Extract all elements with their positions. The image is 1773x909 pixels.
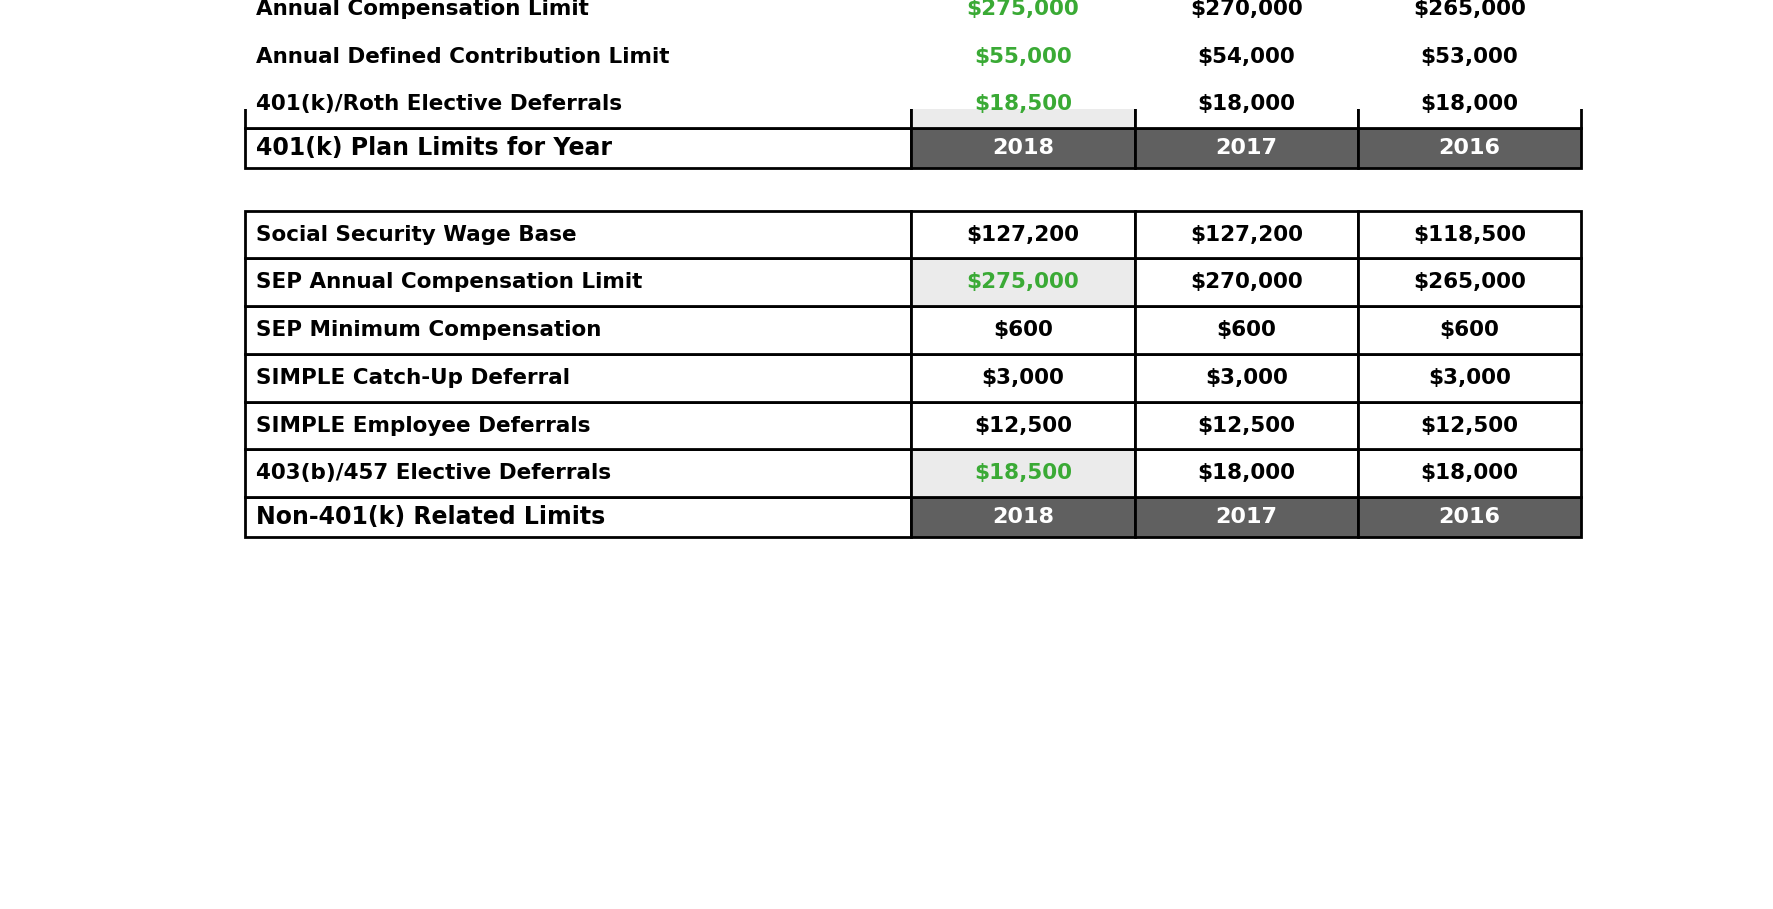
Bar — [245, 128, 911, 168]
Text: SEP Annual Compensation Limit: SEP Annual Compensation Limit — [255, 273, 642, 293]
Text: $3,000: $3,000 — [980, 368, 1064, 388]
Text: $118,500: $118,500 — [1413, 225, 1525, 245]
Text: Annual Compensation Limit: Annual Compensation Limit — [255, 0, 589, 19]
Bar — [1135, 128, 1356, 168]
Text: $18,500: $18,500 — [973, 95, 1071, 115]
Bar — [245, 306, 911, 354]
Bar — [911, 128, 1135, 168]
Text: $270,000: $270,000 — [1190, 273, 1301, 293]
Text: Annual Defined Contribution Limit: Annual Defined Contribution Limit — [255, 46, 668, 66]
Text: Non-401(k) Related Limits: Non-401(k) Related Limits — [255, 505, 605, 529]
Text: 2016: 2016 — [1438, 138, 1500, 158]
Bar — [245, 258, 911, 306]
Text: $12,500: $12,500 — [1420, 415, 1518, 435]
Bar — [911, 306, 1135, 354]
Text: 401(k) Plan Limits for Year: 401(k) Plan Limits for Year — [255, 136, 612, 160]
Bar — [911, 354, 1135, 402]
Text: $18,000: $18,000 — [1420, 95, 1518, 115]
Text: $55,000: $55,000 — [973, 46, 1071, 66]
Bar — [911, 81, 1135, 128]
Bar — [1135, 497, 1356, 537]
Bar — [1356, 211, 1580, 258]
Bar — [1135, 0, 1356, 33]
Text: $53,000: $53,000 — [1420, 46, 1518, 66]
Bar — [1356, 497, 1580, 537]
Text: SIMPLE Employee Deferrals: SIMPLE Employee Deferrals — [255, 415, 590, 435]
Text: $12,500: $12,500 — [1197, 415, 1294, 435]
Text: 401(k)/Roth Elective Deferrals: 401(k)/Roth Elective Deferrals — [255, 95, 622, 115]
Bar — [1135, 211, 1356, 258]
Bar — [245, 497, 911, 537]
Text: $18,000: $18,000 — [1420, 464, 1518, 484]
Bar — [1356, 258, 1580, 306]
Text: SEP Minimum Compensation: SEP Minimum Compensation — [255, 320, 601, 340]
Bar — [1135, 258, 1356, 306]
Bar — [911, 33, 1135, 81]
Text: $600: $600 — [1216, 320, 1275, 340]
Text: SIMPLE Catch-Up Deferral: SIMPLE Catch-Up Deferral — [255, 368, 569, 388]
Bar — [245, 402, 911, 449]
Text: $12,500: $12,500 — [973, 415, 1071, 435]
Text: $600: $600 — [1438, 320, 1498, 340]
Text: $275,000: $275,000 — [966, 273, 1078, 293]
Text: $600: $600 — [993, 320, 1053, 340]
Bar — [1356, 449, 1580, 497]
Text: $265,000: $265,000 — [1413, 273, 1525, 293]
Text: $18,000: $18,000 — [1197, 464, 1294, 484]
Text: 2018: 2018 — [991, 507, 1053, 527]
Bar — [911, 211, 1135, 258]
Text: $275,000: $275,000 — [966, 0, 1078, 19]
Bar — [245, 354, 911, 402]
Text: 2017: 2017 — [1215, 138, 1277, 158]
Bar — [1135, 33, 1356, 81]
Text: $127,200: $127,200 — [1190, 225, 1301, 245]
Bar — [245, 0, 911, 33]
Bar — [1135, 449, 1356, 497]
Text: $127,200: $127,200 — [966, 225, 1080, 245]
Bar — [1135, 306, 1356, 354]
Text: $265,000: $265,000 — [1413, 0, 1525, 19]
Text: Social Security Wage Base: Social Security Wage Base — [255, 225, 576, 245]
Bar — [911, 449, 1135, 497]
Bar — [245, 211, 911, 258]
Bar — [911, 497, 1135, 537]
Bar — [911, 0, 1135, 33]
Bar — [1356, 402, 1580, 449]
Bar — [1135, 81, 1356, 128]
Text: $54,000: $54,000 — [1197, 46, 1294, 66]
Bar — [245, 81, 911, 128]
Bar — [1356, 0, 1580, 33]
Bar — [1356, 81, 1580, 128]
Bar — [911, 402, 1135, 449]
Text: $3,000: $3,000 — [1204, 368, 1287, 388]
Text: 2018: 2018 — [991, 138, 1053, 158]
Text: 403(b)/457 Elective Deferrals: 403(b)/457 Elective Deferrals — [255, 464, 610, 484]
Bar — [245, 449, 911, 497]
Bar — [911, 258, 1135, 306]
Bar — [1356, 128, 1580, 168]
Bar — [1356, 33, 1580, 81]
Text: $3,000: $3,000 — [1427, 368, 1511, 388]
Bar — [1356, 354, 1580, 402]
Bar — [1135, 354, 1356, 402]
Bar — [1356, 306, 1580, 354]
Bar — [245, 33, 911, 81]
Text: 2017: 2017 — [1215, 507, 1277, 527]
Bar — [1135, 402, 1356, 449]
Text: $270,000: $270,000 — [1190, 0, 1301, 19]
Text: $18,000: $18,000 — [1197, 95, 1294, 115]
Text: $18,500: $18,500 — [973, 464, 1071, 484]
Text: 2016: 2016 — [1438, 507, 1500, 527]
